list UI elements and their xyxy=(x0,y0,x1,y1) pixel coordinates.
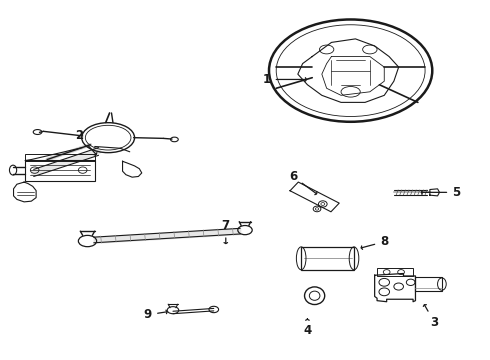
Bar xyxy=(25,159,95,181)
Text: 4: 4 xyxy=(303,319,312,337)
Text: 9: 9 xyxy=(144,308,167,321)
Text: 1: 1 xyxy=(263,73,306,86)
Bar xyxy=(416,277,442,291)
Bar xyxy=(301,247,354,270)
Text: 6: 6 xyxy=(289,170,317,195)
Text: 3: 3 xyxy=(423,305,439,329)
Text: 2: 2 xyxy=(75,129,97,155)
Text: 7: 7 xyxy=(222,219,230,244)
Bar xyxy=(377,268,413,276)
Text: 8: 8 xyxy=(361,235,389,249)
Text: 5: 5 xyxy=(421,186,461,199)
Bar xyxy=(25,153,95,161)
